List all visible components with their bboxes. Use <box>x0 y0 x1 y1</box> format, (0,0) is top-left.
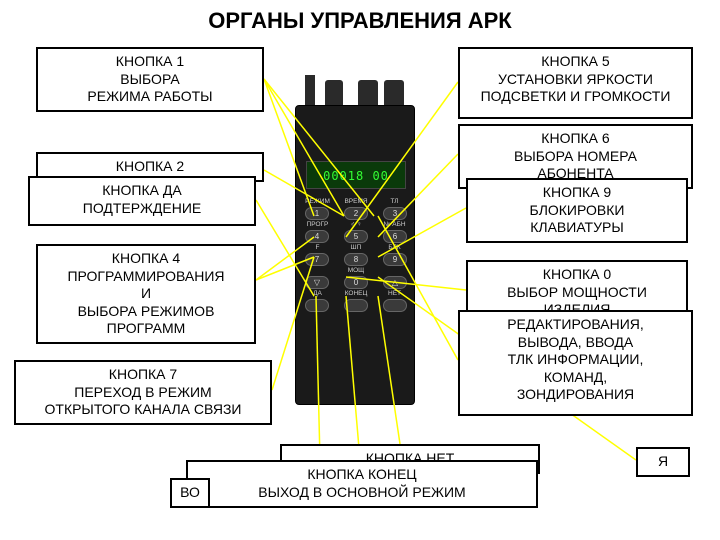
keypad-button[interactable] <box>383 299 407 312</box>
key-label: F <box>301 244 334 252</box>
key-label: РЕЖИМ <box>301 198 334 206</box>
keypad-button[interactable]: 5 <box>344 230 368 243</box>
antenna-2 <box>325 80 343 107</box>
callout-ya: Я <box>636 447 690 477</box>
key-label: ТЛ <box>378 198 411 206</box>
keypad-button[interactable]: △ <box>383 276 407 289</box>
device-keypad: РЕЖИМ ВРЕМЯ ТЛ 1 2 3 ПРОГР ♂ ♀ № АБН 4 5 6 F ШП БЛК 7 8 9… <box>301 198 411 313</box>
key-label: № АБН <box>378 221 411 229</box>
key-label: ПРОГР <box>301 221 334 229</box>
keypad-button[interactable]: 8 <box>344 253 368 266</box>
callout-vo: ВО <box>170 478 210 508</box>
keypad-button[interactable]: 1 <box>305 207 329 220</box>
key-label: БЛК <box>378 244 411 252</box>
device-body: 00018 00 РЕЖИМ ВРЕМЯ ТЛ 1 2 3 ПРОГР ♂ ♀ № АБН 4 5 6… <box>295 105 415 405</box>
key-label: ♂ ♀ <box>340 221 373 229</box>
callout-button-5: КНОПКА 5УСТАНОВКИ ЯРКОСТИПОДСВЕТКИ И ГРО… <box>458 47 693 119</box>
callout-button-7: КНОПКА 7ПЕРЕХОД В РЕЖИМОТКРЫТОГО КАНАЛА … <box>14 360 272 425</box>
callout-button-9: КНОПКА 9БЛОКИРОВКИКЛАВИАТУРЫ <box>466 178 688 243</box>
key-label: ВРЕМЯ <box>340 198 373 206</box>
device-display: 00018 00 <box>306 161 406 189</box>
key-label: ШП <box>340 244 373 252</box>
keypad-button[interactable]: 3 <box>383 207 407 220</box>
callout-button-4: КНОПКА 4ПРОГРАММИРОВАНИЯИВЫБОРА РЕЖИМОВП… <box>36 244 256 344</box>
antenna-1 <box>305 75 315 107</box>
key-label: КОНЕЦ <box>340 290 373 298</box>
keypad-button[interactable]: 2 <box>344 207 368 220</box>
key-label: МОЩ <box>340 267 373 275</box>
keypad-button[interactable]: ▽ <box>305 276 329 289</box>
key-label: НЕТ <box>378 290 411 298</box>
keypad-button[interactable]: 0 <box>344 276 368 289</box>
key-label: ДА <box>301 290 334 298</box>
keypad-button[interactable] <box>344 299 368 312</box>
key-label <box>378 267 411 275</box>
callout-button-konec: КНОПКА КОНЕЦВЫХОД В ОСНОВНОЙ РЕЖИМ <box>186 460 538 508</box>
keypad-button[interactable]: 7 <box>305 253 329 266</box>
page-title: ОРГАНЫ УПРАВЛЕНИЯ АРК <box>0 8 720 34</box>
callout-button-1: КНОПКА 1ВЫБОРАРЕЖИМА РАБОТЫ <box>36 47 264 112</box>
knob-right <box>384 80 404 107</box>
key-label <box>301 267 334 275</box>
keypad-button[interactable] <box>305 299 329 312</box>
keypad-button[interactable]: 4 <box>305 230 329 243</box>
radio-device: 00018 00 РЕЖИМ ВРЕМЯ ТЛ 1 2 3 ПРОГР ♂ ♀ № АБН 4 5 6… <box>280 75 430 435</box>
callout-button-da: КНОПКА ДАПОДТЕРЖДЕНИЕ <box>28 176 256 226</box>
keypad-button[interactable]: 9 <box>383 253 407 266</box>
callout-editing: РЕДАКТИРОВАНИЯ,ВЫВОДА, ВВОДАТЛК ИНФОРМАЦ… <box>458 310 693 416</box>
keypad-button[interactable]: 6 <box>383 230 407 243</box>
knob-left <box>358 80 378 107</box>
